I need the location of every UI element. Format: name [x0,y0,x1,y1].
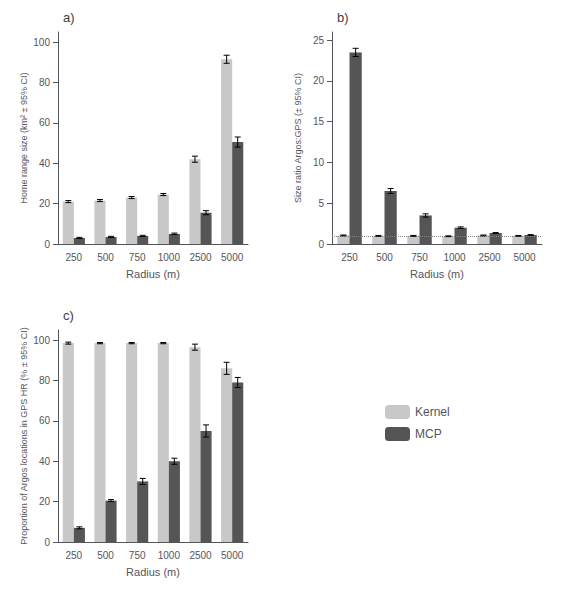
svg-text:1000: 1000 [158,252,181,263]
svg-text:250: 250 [65,550,82,561]
svg-text:1000: 1000 [158,550,181,561]
svg-text:5000: 5000 [221,252,244,263]
svg-text:750: 750 [129,550,146,561]
svg-text:80: 80 [39,77,51,88]
svg-text:Proportion of Argos locations: Proportion of Argos locations in GPS HR … [19,327,29,545]
svg-text:40: 40 [39,158,51,169]
svg-text:Radius (m): Radius (m) [410,268,464,280]
svg-text:Size ratio Argos:GPS (± 95% CI: Size ratio Argos:GPS (± 95% CI) [293,73,303,203]
svg-text:b): b) [337,10,349,25]
svg-text:10: 10 [313,157,325,168]
svg-text:500: 500 [97,252,114,263]
svg-text:40: 40 [39,456,51,467]
svg-text:0: 0 [44,537,50,548]
svg-text:0: 0 [318,239,324,250]
svg-text:750: 750 [129,252,146,263]
svg-text:500: 500 [376,252,393,263]
svg-text:250: 250 [65,252,82,263]
svg-text:MCP: MCP [415,427,442,441]
svg-text:60: 60 [39,415,51,426]
svg-text:20: 20 [39,496,51,507]
svg-text:Radius (m): Radius (m) [126,268,180,280]
svg-text:Kernel: Kernel [415,405,450,419]
svg-text:60: 60 [39,117,51,128]
svg-text:25: 25 [313,35,325,46]
svg-text:20: 20 [313,75,325,86]
svg-text:100: 100 [33,37,50,48]
svg-text:15: 15 [313,116,325,127]
svg-text:2500: 2500 [189,550,212,561]
svg-text:500: 500 [97,550,114,561]
svg-text:2500: 2500 [189,252,212,263]
svg-text:0: 0 [44,239,50,250]
svg-text:80: 80 [39,375,51,386]
svg-text:1000: 1000 [443,252,466,263]
svg-text:750: 750 [411,252,428,263]
svg-text:c): c) [63,308,74,323]
svg-text:100: 100 [33,335,50,346]
svg-text:Radius (m): Radius (m) [126,566,180,578]
svg-text:a): a) [63,10,75,25]
svg-text:5000: 5000 [221,550,244,561]
svg-text:2500: 2500 [478,252,501,263]
svg-text:5: 5 [318,198,324,209]
svg-text:20: 20 [39,198,51,209]
svg-text:5000: 5000 [513,252,536,263]
svg-text:250: 250 [341,252,358,263]
svg-text:Home range size (km² ± 95% CI): Home range size (km² ± 95% CI) [19,73,29,204]
